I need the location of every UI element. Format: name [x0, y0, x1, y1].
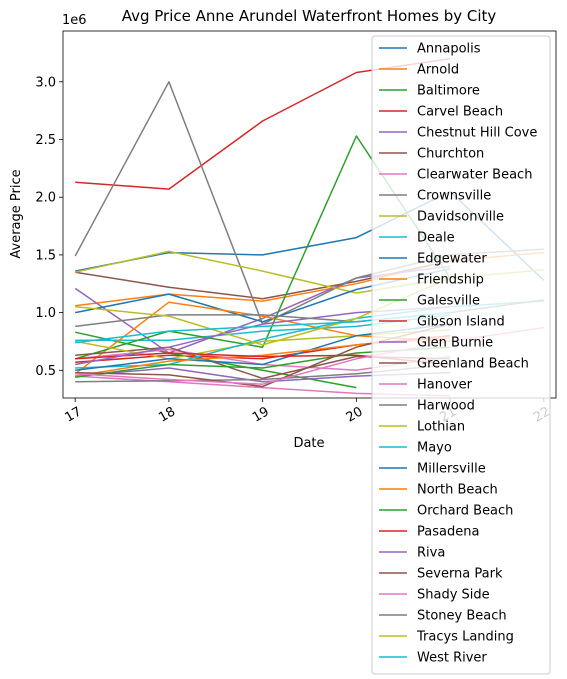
y-tick-label: 3.0 — [35, 75, 56, 90]
legend-label-north-beach: North Beach — [417, 483, 498, 498]
legend-label-hanover: Hanover — [417, 378, 473, 393]
legend-label-baltimore: Baltimore — [417, 84, 480, 99]
legend-label-edgewater: Edgewater — [417, 252, 487, 267]
legend-label-annapolis: Annapolis — [417, 42, 481, 57]
y-tick-label: 0.5 — [35, 364, 56, 379]
legend-label-crownsville: Crownsville — [417, 189, 491, 204]
legend-label-stoney-beach: Stoney Beach — [417, 609, 507, 624]
legend-label-millersville: Millersville — [417, 462, 486, 477]
legend-label-friendship: Friendship — [417, 273, 484, 288]
legend-label-gibson-island: Gibson Island — [417, 315, 505, 330]
legend-label-arnold: Arnold — [417, 63, 459, 78]
legend-label-pasadena: Pasadena — [417, 525, 479, 540]
legend-box — [371, 35, 551, 675]
legend-label-deale: Deale — [417, 231, 455, 246]
x-axis-label: Date — [293, 436, 324, 451]
legend: Annapolis Arnold Baltimore Carvel Beach Ches… — [371, 35, 551, 675]
legend-label-greenland-beach: Greenland Beach — [417, 357, 529, 372]
y-tick-label: 1.5 — [35, 248, 56, 263]
legend-label-chestnut-hill-cove: Chestnut Hill Cove — [417, 126, 537, 141]
legend-label-lothian: Lothian — [417, 420, 465, 435]
x-tick-label: 20 — [344, 404, 366, 425]
y-axis-ticks: 0.5 1.0 1.5 2.0 2.5 3.0 — [35, 75, 63, 379]
x-tick-label: 18 — [156, 404, 178, 425]
legend-label-mayo: Mayo — [417, 441, 452, 456]
legend-label-galesville: Galesville — [417, 294, 480, 309]
y-axis-label: Average Price — [9, 169, 24, 258]
legend-label-riva: Riva — [417, 546, 445, 561]
legend-label-shady-side: Shady Side — [417, 588, 490, 603]
y-tick-label: 2.5 — [35, 133, 56, 148]
x-tick-label: 19 — [250, 404, 272, 425]
y-tick-label: 2.0 — [35, 191, 56, 206]
legend-label-clearwater-beach: Clearwater Beach — [417, 168, 532, 183]
legend-label-davidsonville: Davidsonville — [417, 210, 504, 225]
y-scale-label: 1e6 — [62, 13, 87, 28]
legend-label-glen-burnie: Glen Burnie — [417, 336, 493, 351]
legend-label-harwood: Harwood — [417, 399, 475, 414]
legend-label-west-river: West River — [417, 651, 487, 666]
plot-frame — [62, 30, 557, 399]
legend-label-churchton: Churchton — [417, 147, 484, 162]
x-tick-label: 17 — [63, 404, 85, 425]
legend-label-severna-park: Severna Park — [417, 567, 503, 582]
chart-title: Avg Price Anne Arundel Waterfront Homes … — [122, 7, 497, 25]
legend-label-carvel-beach: Carvel Beach — [417, 105, 503, 120]
legend-label-orchard-beach: Orchard Beach — [417, 504, 513, 519]
y-tick-label: 1.0 — [35, 306, 56, 321]
legend-label-tracys-landing: Tracys Landing — [416, 630, 514, 645]
